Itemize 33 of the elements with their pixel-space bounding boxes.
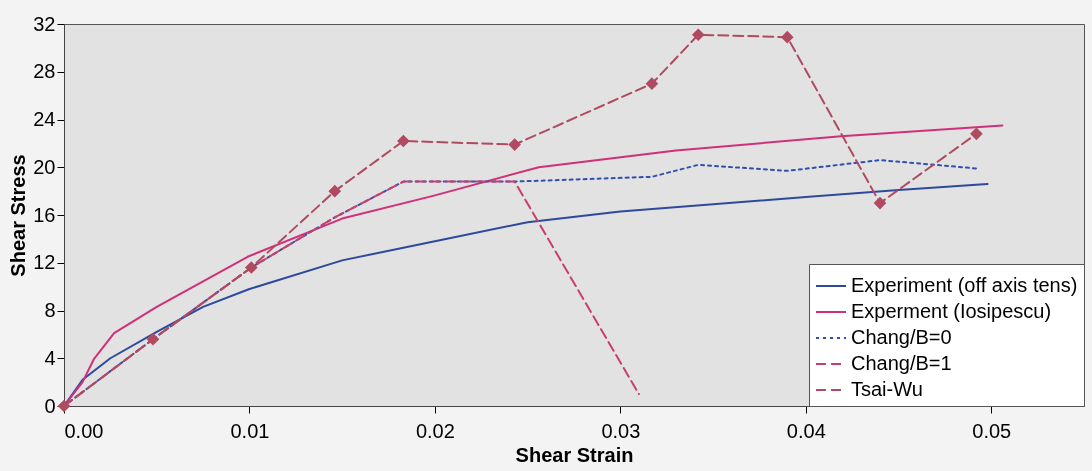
- x-axis-title: Shear Strain: [515, 443, 634, 466]
- legend-label: Experiment (off axis tens): [851, 274, 1078, 296]
- point: [328, 184, 342, 198]
- x-tick-label: 0.00: [64, 419, 104, 442]
- y-tick-label: 24: [33, 108, 56, 130]
- y-tick-label: 28: [33, 60, 56, 83]
- x-tick-label: 0.04: [786, 419, 826, 442]
- legend-label: Experment (Iosipescu): [851, 300, 1052, 322]
- x-tick-label: 0.01: [230, 419, 270, 442]
- legend-label: Chang/B=0: [851, 326, 952, 348]
- y-tick-label: 32: [33, 12, 56, 35]
- point: [873, 196, 887, 210]
- point: [508, 138, 521, 151]
- x-tick-label: 0.03: [601, 419, 641, 442]
- point: [691, 28, 705, 42]
- point: [780, 30, 794, 44]
- point: [645, 77, 659, 91]
- legend-label: Chang/B=1: [851, 352, 952, 374]
- y-tick-label: 16: [33, 203, 56, 226]
- x-tick-label: 0.02: [415, 419, 455, 442]
- y-tick-label: 8: [44, 299, 56, 321]
- y-axis-title: Shear Stress: [7, 154, 30, 277]
- y-tick-label: 0: [44, 394, 56, 417]
- x-tick-label: 0.05: [972, 419, 1012, 442]
- point: [146, 332, 160, 346]
- y-tick-label: 20: [33, 155, 56, 178]
- y-tick-label: 12: [33, 251, 56, 274]
- point: [57, 399, 71, 413]
- legend-label: Tsai-Wu: [851, 378, 923, 400]
- point: [397, 134, 410, 148]
- y-tick-label: 4: [44, 346, 56, 369]
- point: [244, 261, 258, 274]
- point: [970, 127, 983, 141]
